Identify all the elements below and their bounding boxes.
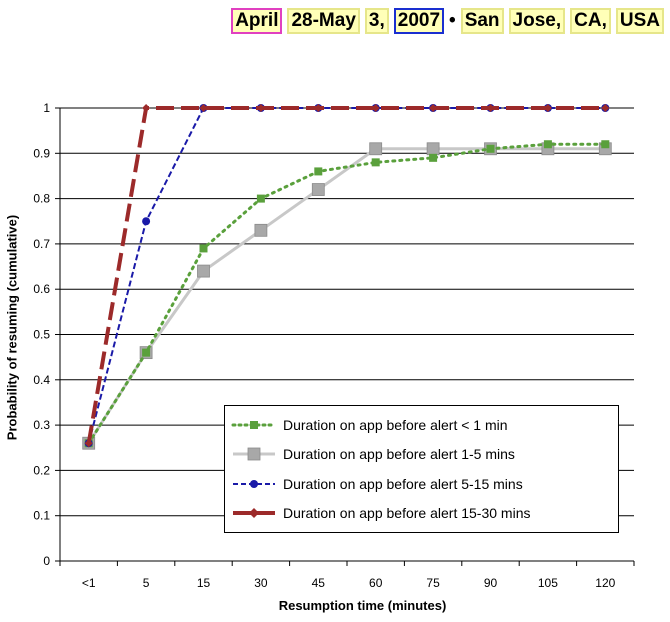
legend-item-15-30: Duration on app before alert 15-30 mins (231, 505, 612, 521)
x-tick-label-120: 120 (595, 576, 615, 590)
legend-swatch-1-5 (233, 447, 275, 461)
x-axis-title: Resumption time (minutes) (278, 598, 447, 613)
x-tick-label-90: 90 (484, 576, 498, 590)
series-3-point-4 (314, 104, 323, 112)
series-3 (84, 104, 610, 448)
series-2-point-1 (142, 217, 151, 226)
x-tick-label-45: 45 (312, 576, 326, 590)
series-0-point-6 (429, 153, 438, 162)
legend-item-lt1: Duration on app before alert < 1 min (231, 417, 612, 433)
series-0-point-9 (601, 140, 610, 149)
series-1-point-2 (197, 264, 210, 278)
series-3-point-1 (142, 104, 151, 112)
header-word-april: April (231, 8, 283, 34)
header-word-ca: CA, (570, 8, 611, 34)
legend-item-5-15: Duration on app before alert 5-15 mins (231, 476, 612, 492)
series-1-point-5 (369, 142, 383, 156)
y-tick-label-0.3: 0.3 (33, 418, 50, 432)
series-3-point-5 (371, 104, 380, 112)
y-tick-label-0.6: 0.6 (33, 282, 50, 296)
series-3-point-6 (429, 104, 438, 112)
y-axis-title: Probability of resuming (cumulative) (4, 214, 20, 441)
y-tick-label-0.2: 0.2 (33, 463, 50, 477)
legend-swatch-15-30 (233, 508, 275, 519)
series-3-point-7 (486, 104, 495, 112)
axes (55, 107, 635, 566)
legend-item-1-5: Duration on app before alert 1-5 mins (231, 446, 612, 462)
series-3-point-0 (84, 439, 93, 448)
x-tick-label-<1: <1 (82, 576, 96, 590)
series-1-point-3 (254, 223, 268, 237)
series-0-point-3 (256, 194, 265, 203)
series-0 (84, 140, 610, 448)
x-tick-label-75: 75 (426, 576, 440, 590)
header-word-san: San (460, 8, 504, 34)
series-0-point-5 (371, 158, 380, 167)
series-3-point-3 (256, 104, 265, 112)
series-2 (84, 104, 610, 448)
series-1-point-4 (311, 183, 325, 196)
legend-label-lt1: Duration on app before alert < 1 min (283, 416, 508, 433)
series-3-point-8 (543, 104, 552, 112)
y-tick-labels: 0 0.1 0.2 0.3 0.4 0.5 0.6 0.7 0.8 0.9 1 (33, 101, 50, 568)
legend-swatch-lt1 (231, 420, 277, 429)
y-tick-label-0.7: 0.7 (33, 237, 50, 251)
header-word-date-range: 28-May (287, 8, 360, 34)
x-tick-label-30: 30 (254, 576, 268, 590)
series-0-point-2 (199, 244, 208, 253)
y-tick-label-0: 0 (43, 554, 50, 568)
x-tick-label-5: 5 (143, 576, 150, 590)
legend-label-15-30: Duration on app before alert 15-30 mins (283, 505, 531, 522)
series-0-point-4 (314, 167, 323, 176)
x-tick-label-15: 15 (197, 576, 211, 590)
series-line-0 (87, 142, 607, 445)
header-bullet: • (449, 10, 456, 31)
series-line-1 (87, 147, 606, 445)
y-tick-label-0.9: 0.9 (33, 146, 50, 160)
conference-header: April 28-May 3, 2007 • San Jose, CA, USA (231, 8, 664, 34)
header-word-year: 2007 (393, 8, 445, 34)
chart-legend: Duration on app before alert < 1 min Dur… (224, 405, 619, 533)
legend-label-1-5: Duration on app before alert 1-5 mins (283, 446, 515, 463)
series-1-point-6 (426, 142, 440, 156)
series-0-point-7 (486, 144, 495, 153)
legend-label-5-15: Duration on app before alert 5-15 mins (283, 475, 523, 492)
header-word-usa: USA (615, 8, 664, 34)
series-3-point-2 (199, 104, 208, 112)
y-tick-label-0.8: 0.8 (33, 192, 50, 206)
header-word-jose: Jose, (508, 8, 566, 34)
series-lines (82, 104, 612, 450)
x-tick-label-105: 105 (538, 576, 558, 590)
y-tick-label-0.4: 0.4 (33, 373, 50, 387)
series-0-point-8 (543, 140, 552, 149)
x-tick-labels: <1 5 15 30 45 60 75 90 105 120 (82, 576, 616, 590)
y-tick-label-1: 1 (43, 101, 50, 115)
y-tick-label-0.5: 0.5 (33, 328, 50, 342)
series-0-point-1 (142, 348, 151, 357)
series-line-2 (87, 107, 606, 444)
y-tick-label-0.1: 0.1 (33, 509, 50, 523)
header-word-day: 3, (364, 8, 389, 34)
legend-swatch-5-15 (233, 479, 275, 488)
x-tick-label-60: 60 (369, 576, 383, 590)
series-3-point-9 (601, 104, 610, 112)
series-line-3 (86, 106, 606, 444)
